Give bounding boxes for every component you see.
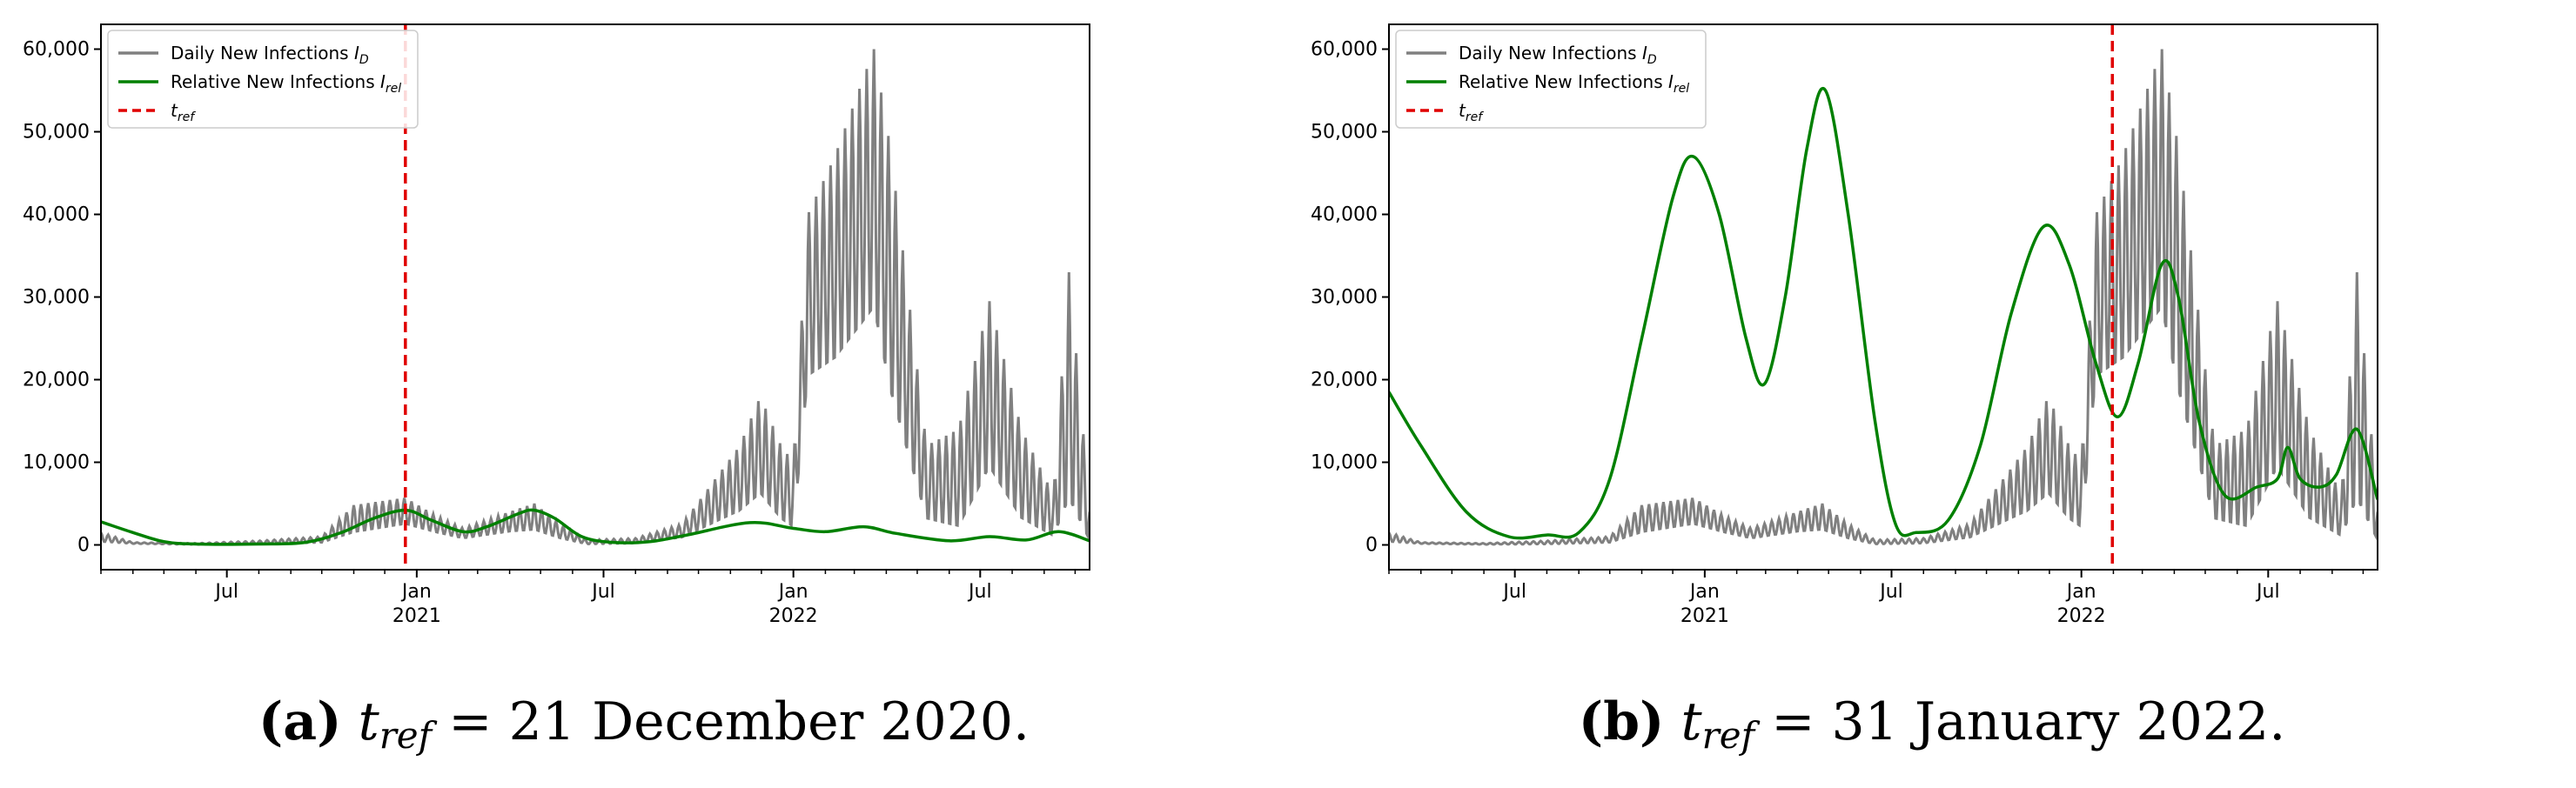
legend-box <box>107 30 419 129</box>
series-relative-new-infections-line <box>1389 86 2378 540</box>
legend-sub-daily: D <box>359 53 369 67</box>
legend-var-relative: I <box>1668 71 1674 92</box>
x-tick-label: Jan <box>400 581 432 603</box>
y-tick-label: 50,000 <box>1311 122 1378 144</box>
legend-var-tref: t <box>171 100 178 121</box>
x-tick-label: Jul <box>213 581 238 603</box>
legend-name-daily: Daily New Infections <box>171 43 354 63</box>
legend-label-daily: Daily New Infections ID <box>171 43 369 67</box>
x-tick-label: Jul <box>967 581 992 603</box>
chart-panel-a: 0 10,000 20,000 30,000 40,000 50,000 60,000 Jul… <box>0 23 1288 757</box>
x-tick-label: Jan <box>1688 581 1720 603</box>
caption-b: (b) tref = 31 January 2022. <box>1288 691 2576 757</box>
chart-a: 0 10,000 20,000 30,000 40,000 50,000 60,000 Jul… <box>23 23 1090 627</box>
legend: Daily New Infections ID Relative New Infe… <box>107 30 419 129</box>
caption-a-label: (a) <box>258 691 342 752</box>
legend-sub-daily: D <box>1647 53 1657 67</box>
y-tick-label: 40,000 <box>1311 204 1378 226</box>
legend-var-relative: I <box>380 71 386 92</box>
legend-sub-tref: ref <box>1466 110 1484 124</box>
caption-a: (a) tref = 21 December 2020. <box>0 691 1288 757</box>
caption-a-var: t <box>358 691 379 752</box>
legend-var-tref: t <box>1459 100 1466 121</box>
x-tick-label: Jul <box>590 581 615 603</box>
x-tick-label: Jul <box>1878 581 1903 603</box>
y-tick-label: 30,000 <box>1311 287 1378 309</box>
legend-sub-relative: rel <box>386 82 401 96</box>
series-daily-new-infections-line <box>1389 49 2378 546</box>
x-tick-year-label: 2021 <box>1680 605 1729 627</box>
y-tick-label: 10,000 <box>23 452 90 474</box>
x-tick-label: Jul <box>2255 581 2280 603</box>
legend-box <box>1395 30 1707 129</box>
caption-a-sub: ref <box>379 714 433 757</box>
y-tick-label: 30,000 <box>23 287 90 309</box>
y-tick-label: 10,000 <box>1311 452 1378 474</box>
caption-b-label: (b) <box>1578 691 1665 752</box>
y-tick-label: 0 <box>1365 535 1378 557</box>
legend-name-relative: Relative New Infections <box>1459 71 1668 92</box>
series-daily-new-infections-line <box>101 49 1090 546</box>
legend-name-relative: Relative New Infections <box>171 71 380 92</box>
legend-sub-tref: ref <box>178 110 196 124</box>
legend-sub-relative: rel <box>1674 82 1689 96</box>
chart-panel-b: 0 10,000 20,000 30,000 40,000 50,000 60,000 Jul… <box>1288 0 2576 788</box>
legend-label-tref: tref <box>171 100 196 124</box>
legend-label-daily: Daily New Infections ID <box>1459 43 1657 67</box>
legend-label-relative: Relative New Infections Irel <box>171 71 401 96</box>
caption-b-text: = 31 January 2022. <box>1771 691 2286 752</box>
caption-b-var: t <box>1680 691 1702 752</box>
series-relative-new-infections-line <box>101 508 1090 546</box>
y-tick-label: 20,000 <box>23 370 90 391</box>
y-tick-label: 20,000 <box>1311 370 1378 391</box>
x-tick-year-label: 2022 <box>2057 605 2106 627</box>
y-tick-label: 60,000 <box>1311 39 1378 61</box>
x-tick-label: Jan <box>777 581 808 603</box>
x-tick-year-label: 2021 <box>392 605 441 627</box>
y-tick-label: 50,000 <box>23 122 90 144</box>
legend-name-daily: Daily New Infections <box>1459 43 1642 63</box>
x-tick-label: Jul <box>1501 581 1526 603</box>
legend-label-tref: tref <box>1459 100 1484 124</box>
x-tick-year-label: 2022 <box>769 605 818 627</box>
legend: Daily New Infections ID Relative New Infe… <box>1395 30 1707 129</box>
legend-var-daily: I <box>1642 43 1647 63</box>
legend-var-daily: I <box>354 43 359 63</box>
caption-a-text: = 21 December 2020. <box>448 691 1030 752</box>
x-tick-label: Jan <box>2065 581 2096 603</box>
caption-b-sub: ref <box>1701 714 1755 757</box>
y-tick-label: 0 <box>77 535 90 557</box>
y-tick-label: 40,000 <box>23 204 90 226</box>
y-tick-label: 60,000 <box>23 39 90 61</box>
chart-b: 0 10,000 20,000 30,000 40,000 50,000 60,000 Jul… <box>1311 23 2378 627</box>
legend-label-relative: Relative New Infections Irel <box>1459 71 1689 96</box>
